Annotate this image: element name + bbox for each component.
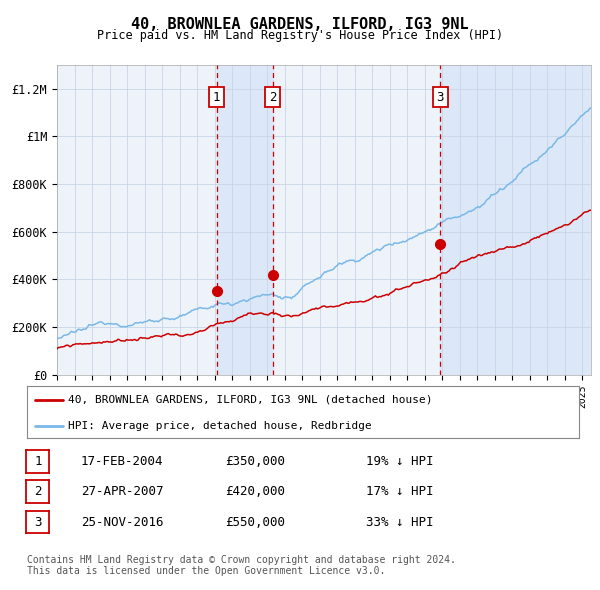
Text: HPI: Average price, detached house, Redbridge: HPI: Average price, detached house, Redb… <box>68 421 372 431</box>
Text: 33% ↓ HPI: 33% ↓ HPI <box>366 516 433 529</box>
Text: Price paid vs. HM Land Registry's House Price Index (HPI): Price paid vs. HM Land Registry's House … <box>97 30 503 42</box>
Text: 3: 3 <box>34 516 41 529</box>
Text: £550,000: £550,000 <box>225 516 285 529</box>
Bar <box>440 65 600 375</box>
Text: 17% ↓ HPI: 17% ↓ HPI <box>366 485 433 498</box>
Text: 2: 2 <box>34 485 41 498</box>
Text: Contains HM Land Registry data © Crown copyright and database right 2024.
This d: Contains HM Land Registry data © Crown c… <box>27 555 456 576</box>
Text: 2: 2 <box>269 91 277 104</box>
Text: 27-APR-2007: 27-APR-2007 <box>81 485 163 498</box>
Text: 40, BROWNLEA GARDENS, ILFORD, IG3 9NL: 40, BROWNLEA GARDENS, ILFORD, IG3 9NL <box>131 17 469 31</box>
Text: 3: 3 <box>437 91 444 104</box>
Text: 1: 1 <box>34 455 41 468</box>
Text: £350,000: £350,000 <box>225 455 285 468</box>
Text: 17-FEB-2004: 17-FEB-2004 <box>81 455 163 468</box>
Text: 19% ↓ HPI: 19% ↓ HPI <box>366 455 433 468</box>
Text: 40, BROWNLEA GARDENS, ILFORD, IG3 9NL (detached house): 40, BROWNLEA GARDENS, ILFORD, IG3 9NL (d… <box>68 395 433 405</box>
Text: £420,000: £420,000 <box>225 485 285 498</box>
Bar <box>217 65 273 375</box>
Text: 25-NOV-2016: 25-NOV-2016 <box>81 516 163 529</box>
Text: 1: 1 <box>213 91 220 104</box>
